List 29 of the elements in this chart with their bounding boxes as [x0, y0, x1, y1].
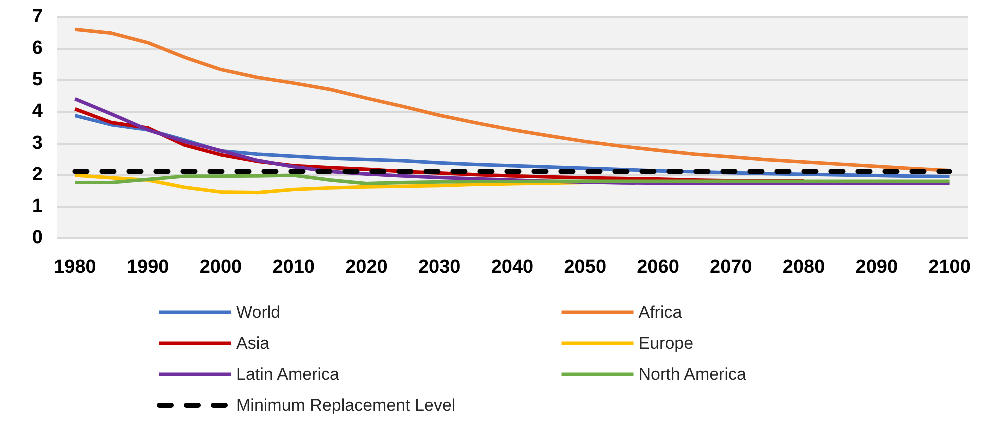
y-tick-label: 0: [32, 228, 43, 248]
line-series: [73, 174, 952, 186]
x-tick-label: 2020: [346, 257, 388, 278]
x-tick-label: 2070: [710, 257, 752, 278]
legend-label: Asia: [236, 334, 270, 353]
y-tick-label: 5: [32, 70, 44, 91]
x-tick-label: 2040: [491, 257, 534, 278]
x-tick-label: 2080: [782, 257, 826, 278]
legend-label: Europe: [638, 334, 694, 353]
x-tick-label: 2050: [564, 257, 607, 278]
y-tick-label: 2: [32, 164, 43, 186]
y-tick-label: 7: [32, 6, 43, 28]
y-tick-label: 4: [32, 101, 44, 122]
y-tick-label: 6: [32, 38, 43, 60]
legend-label: Latin America: [236, 365, 340, 384]
x-tick-label: 2060: [637, 257, 680, 278]
legend-label: North America: [638, 365, 747, 384]
legend-label: Africa: [638, 303, 683, 322]
x-tick-label: 2030: [418, 257, 461, 278]
x-tick-label: 2100: [928, 257, 971, 278]
legend-label: Minimum Replacement Level: [236, 396, 456, 415]
legend-label: World: [236, 303, 281, 322]
x-tick-label: 1990: [126, 257, 170, 278]
x-tick-label: 2090: [856, 257, 898, 278]
y-tick-label: 1: [32, 196, 44, 217]
x-tick-label: 1980: [54, 257, 96, 278]
x-tick-label: 2010: [272, 257, 315, 278]
y-tick-label: 3: [32, 132, 43, 154]
x-tick-label: 2000: [200, 257, 242, 278]
